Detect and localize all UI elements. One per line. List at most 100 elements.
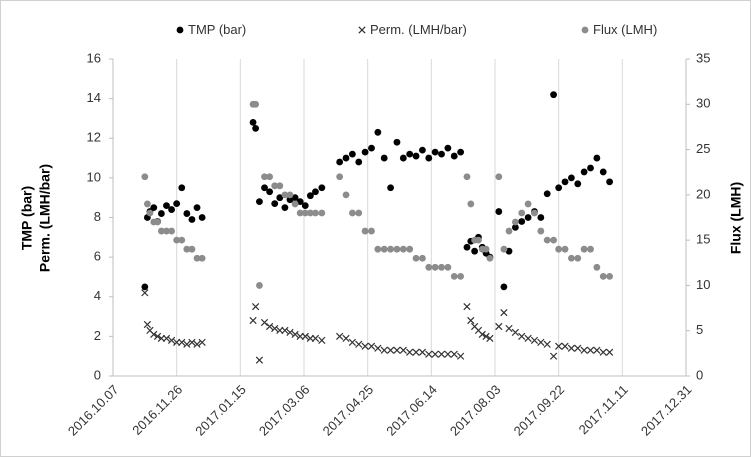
point xyxy=(178,236,186,244)
y-tick-label: 8 xyxy=(94,209,101,224)
point xyxy=(425,350,433,358)
point xyxy=(301,209,309,217)
point xyxy=(431,148,439,156)
legend-marker xyxy=(176,26,184,34)
point xyxy=(276,182,284,190)
point xyxy=(348,150,356,158)
point xyxy=(555,342,563,350)
point xyxy=(256,198,263,206)
point xyxy=(524,214,532,221)
y-tick-label: 16 xyxy=(87,50,101,65)
point xyxy=(518,209,526,217)
point xyxy=(261,184,268,192)
point xyxy=(271,182,279,190)
point xyxy=(580,346,588,354)
point xyxy=(188,245,196,253)
point xyxy=(386,346,395,354)
point xyxy=(361,342,369,350)
point xyxy=(599,168,607,176)
point xyxy=(438,263,445,271)
point xyxy=(265,322,274,331)
x-tick-label: 2016.11.26 xyxy=(129,382,185,438)
point xyxy=(141,173,149,181)
point xyxy=(444,144,452,152)
point xyxy=(348,338,357,346)
y-tick-label: 12 xyxy=(87,130,101,145)
point xyxy=(301,332,309,340)
point xyxy=(154,218,161,226)
point xyxy=(141,289,149,297)
point xyxy=(418,348,427,356)
point xyxy=(336,158,344,166)
point xyxy=(511,218,519,226)
x-tick-label: 2017.06.14 xyxy=(383,382,440,439)
point xyxy=(599,348,607,356)
point xyxy=(450,350,458,358)
y2-axis-title: Flux (LMH) xyxy=(728,182,744,254)
point xyxy=(406,150,414,158)
point xyxy=(463,173,471,181)
point xyxy=(543,236,551,244)
point xyxy=(599,272,607,280)
point xyxy=(336,332,344,340)
point xyxy=(193,204,201,211)
point xyxy=(511,224,519,231)
point xyxy=(306,192,314,200)
point xyxy=(249,316,257,325)
point xyxy=(606,178,613,186)
point xyxy=(431,350,439,358)
point xyxy=(355,340,363,348)
point xyxy=(286,191,294,199)
point xyxy=(549,352,558,360)
point xyxy=(537,338,545,346)
point xyxy=(543,190,551,198)
point xyxy=(574,180,582,188)
y-tick-label: 6 xyxy=(94,249,101,264)
point xyxy=(374,245,382,253)
point xyxy=(412,348,420,356)
point xyxy=(157,210,165,217)
point xyxy=(550,236,557,244)
y-tick-label: 4 xyxy=(94,288,101,303)
y2-tick-label: 30 xyxy=(696,96,710,111)
point xyxy=(482,245,490,253)
y-tick-label: 2 xyxy=(94,328,101,343)
point xyxy=(271,200,279,208)
point xyxy=(438,150,445,158)
point xyxy=(150,330,158,339)
point xyxy=(530,336,539,344)
point xyxy=(463,303,471,311)
point xyxy=(425,263,433,271)
point xyxy=(467,316,475,325)
point xyxy=(568,254,575,262)
y2-tick-label: 10 xyxy=(696,277,710,292)
point xyxy=(467,200,475,208)
y2-tick-label: 0 xyxy=(696,367,703,382)
point xyxy=(387,245,394,253)
point xyxy=(475,236,482,244)
point xyxy=(393,138,401,146)
point xyxy=(266,188,274,196)
point xyxy=(511,328,519,337)
point xyxy=(286,196,294,204)
point xyxy=(163,202,170,210)
point xyxy=(367,342,376,350)
point xyxy=(580,245,588,253)
point xyxy=(306,209,314,217)
point xyxy=(374,128,382,136)
point xyxy=(355,158,363,166)
point xyxy=(252,100,260,108)
point xyxy=(198,338,206,346)
point xyxy=(374,344,382,352)
point xyxy=(312,188,319,196)
legend-marker xyxy=(358,26,366,34)
point xyxy=(456,352,465,360)
point xyxy=(593,346,601,354)
point xyxy=(188,216,196,223)
point xyxy=(518,218,526,225)
point xyxy=(193,340,201,348)
point xyxy=(143,200,151,208)
point xyxy=(495,208,503,215)
